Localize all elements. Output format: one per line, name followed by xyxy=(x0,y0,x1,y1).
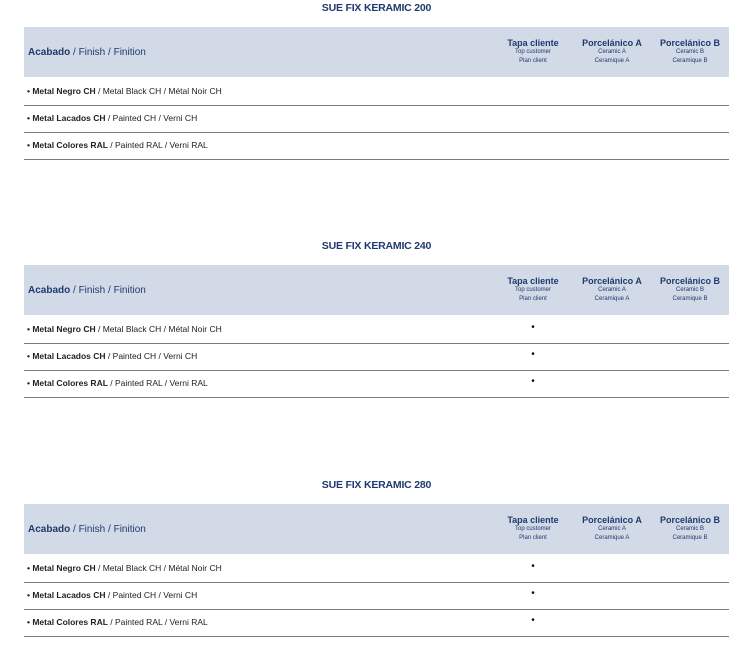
table-title: SUE FIX KERAMIC 200 xyxy=(321,2,432,14)
header-bold: Acabado xyxy=(28,47,71,58)
table-row: • Metal Colores RAL / Painted RAL / Vern… xyxy=(24,132,729,160)
column-sub: Ceramic A xyxy=(598,287,626,293)
column-sub: Top customer xyxy=(514,287,551,293)
table-row: • Metal Lacados CH / Painted CH / Verni … xyxy=(24,105,729,133)
column-sub: Ceramic A xyxy=(598,49,626,55)
table-header: Acabado / Finish / Finition Tapa cliente… xyxy=(24,504,729,554)
column-main: Porcelánico A xyxy=(582,276,642,286)
column-sub: Ceramique A xyxy=(594,296,630,302)
column-sub: Plan client xyxy=(519,296,547,302)
table-title: SUE FIX KERAMIC 240 xyxy=(321,240,432,252)
table-row: • Metal Negro CH / Metal Black CH / Méta… xyxy=(24,316,729,344)
column-sub: Ceramique B xyxy=(672,535,708,541)
column-sub: Ceramique B xyxy=(672,296,708,302)
header-bold: Acabado xyxy=(28,285,71,296)
table-section: SUE FIX KERAMIC 280 Acabado / Finish / F… xyxy=(0,477,741,647)
column-sub: Plan client xyxy=(519,535,547,541)
column-header: Porcelánico A Ceramic A Ceramique A xyxy=(572,276,652,304)
column-sub: Ceramic A xyxy=(598,526,626,532)
row-rest: / Painted CH / Verni CH xyxy=(105,113,198,123)
column-main: Porcelánico B xyxy=(659,515,721,525)
row-label: • Metal Negro CH / Metal Black CH / Méta… xyxy=(27,563,222,573)
availability-mark: • xyxy=(531,615,535,626)
column-main: Tapa cliente xyxy=(507,276,559,286)
row-bold: • Metal Negro CH xyxy=(27,324,96,334)
column-sub: Ceramique B xyxy=(672,58,708,64)
availability-mark: • xyxy=(531,322,535,333)
column-main: Porcelánico A xyxy=(582,515,642,525)
finish-column-header: Acabado / Finish / Finition xyxy=(28,47,146,58)
table-title: SUE FIX KERAMIC 280 xyxy=(321,479,432,491)
column-header: Tapa cliente Top customer Plan client xyxy=(493,515,573,543)
table-row: • Metal Colores RAL / Painted RAL / Vern… xyxy=(24,370,729,398)
row-label: • Metal Colores RAL / Painted RAL / Vern… xyxy=(27,378,208,388)
row-rest: / Metal Black CH / Métal Noir CH xyxy=(95,563,222,573)
column-main: Tapa cliente xyxy=(507,38,559,48)
row-rest: / Painted CH / Verni CH xyxy=(105,351,198,361)
column-main: Porcelánico B xyxy=(659,38,721,48)
row-label: • Metal Colores RAL / Painted RAL / Vern… xyxy=(27,617,208,627)
table-header: Acabado / Finish / Finition Tapa cliente… xyxy=(24,265,729,315)
availability-mark: • xyxy=(531,561,535,572)
column-header: Porcelánico A Ceramic A Ceramique A xyxy=(572,515,652,543)
row-rest: / Metal Black CH / Métal Noir CH xyxy=(95,86,222,96)
column-sub: Ceramic B xyxy=(675,287,704,293)
column-sub: Ceramic B xyxy=(675,49,704,55)
availability-mark: • xyxy=(531,588,535,599)
finish-column-header: Acabado / Finish / Finition xyxy=(28,524,146,535)
row-label: • Metal Lacados CH / Painted CH / Verni … xyxy=(27,590,197,600)
row-bold: • Metal Lacados CH xyxy=(27,113,106,123)
row-bold: • Metal Colores RAL xyxy=(27,140,108,150)
row-rest: / Painted RAL / Verni RAL xyxy=(107,140,208,150)
row-bold: • Metal Negro CH xyxy=(27,563,96,573)
column-sub: Plan client xyxy=(519,58,547,64)
column-header: Porcelánico B Ceramic B Ceramique B xyxy=(650,276,730,304)
header-bold: Acabado xyxy=(28,524,71,535)
column-header: Tapa cliente Top customer Plan client xyxy=(493,38,573,66)
table-row: • Metal Lacados CH / Painted CH / Verni … xyxy=(24,343,729,371)
column-sub: Top customer xyxy=(514,526,551,532)
column-sub: Ceramique A xyxy=(594,58,630,64)
finish-column-header: Acabado / Finish / Finition xyxy=(28,285,146,296)
table-row: • Metal Lacados CH / Painted CH / Verni … xyxy=(24,582,729,610)
header-rest: / Finish / Finition xyxy=(70,285,146,296)
row-rest: / Painted CH / Verni CH xyxy=(105,590,198,600)
column-header: Tapa cliente Top customer Plan client xyxy=(493,276,573,304)
column-sub: Ceramic B xyxy=(675,526,704,532)
table-row: • Metal Colores RAL / Painted RAL / Vern… xyxy=(24,609,729,637)
column-sub: Top customer xyxy=(514,49,551,55)
row-rest: / Metal Black CH / Métal Noir CH xyxy=(95,324,222,334)
row-label: • Metal Lacados CH / Painted CH / Verni … xyxy=(27,351,197,361)
table-row: • Metal Negro CH / Metal Black CH / Méta… xyxy=(24,555,729,583)
row-label: • Metal Lacados CH / Painted CH / Verni … xyxy=(27,113,197,123)
row-label: • Metal Negro CH / Metal Black CH / Méta… xyxy=(27,324,222,334)
row-label: • Metal Negro CH / Metal Black CH / Méta… xyxy=(27,86,222,96)
row-bold: • Metal Negro CH xyxy=(27,86,96,96)
table-row: • Metal Negro CH / Metal Black CH / Méta… xyxy=(24,78,729,106)
column-header: Porcelánico A Ceramic A Ceramique A xyxy=(572,38,652,66)
column-main: Porcelánico A xyxy=(582,38,642,48)
row-rest: / Painted RAL / Verni RAL xyxy=(107,617,208,627)
row-bold: • Metal Lacados CH xyxy=(27,590,106,600)
table-header: Acabado / Finish / Finition Tapa cliente… xyxy=(24,27,729,77)
table-section: SUE FIX KERAMIC 200 Acabado / Finish / F… xyxy=(0,0,741,170)
header-rest: / Finish / Finition xyxy=(70,524,146,535)
column-header: Porcelánico B Ceramic B Ceramique B xyxy=(650,38,730,66)
row-rest: / Painted RAL / Verni RAL xyxy=(107,378,208,388)
table-section: SUE FIX KERAMIC 240 Acabado / Finish / F… xyxy=(0,238,741,408)
availability-mark: • xyxy=(531,349,535,360)
row-label: • Metal Colores RAL / Painted RAL / Vern… xyxy=(27,140,208,150)
column-header: Porcelánico B Ceramic B Ceramique B xyxy=(650,515,730,543)
row-bold: • Metal Colores RAL xyxy=(27,378,108,388)
row-bold: • Metal Colores RAL xyxy=(27,617,108,627)
column-main: Porcelánico B xyxy=(659,276,721,286)
header-rest: / Finish / Finition xyxy=(70,47,146,58)
column-sub: Ceramique A xyxy=(594,535,630,541)
row-bold: • Metal Lacados CH xyxy=(27,351,106,361)
column-main: Tapa cliente xyxy=(507,515,559,525)
availability-mark: • xyxy=(531,376,535,387)
